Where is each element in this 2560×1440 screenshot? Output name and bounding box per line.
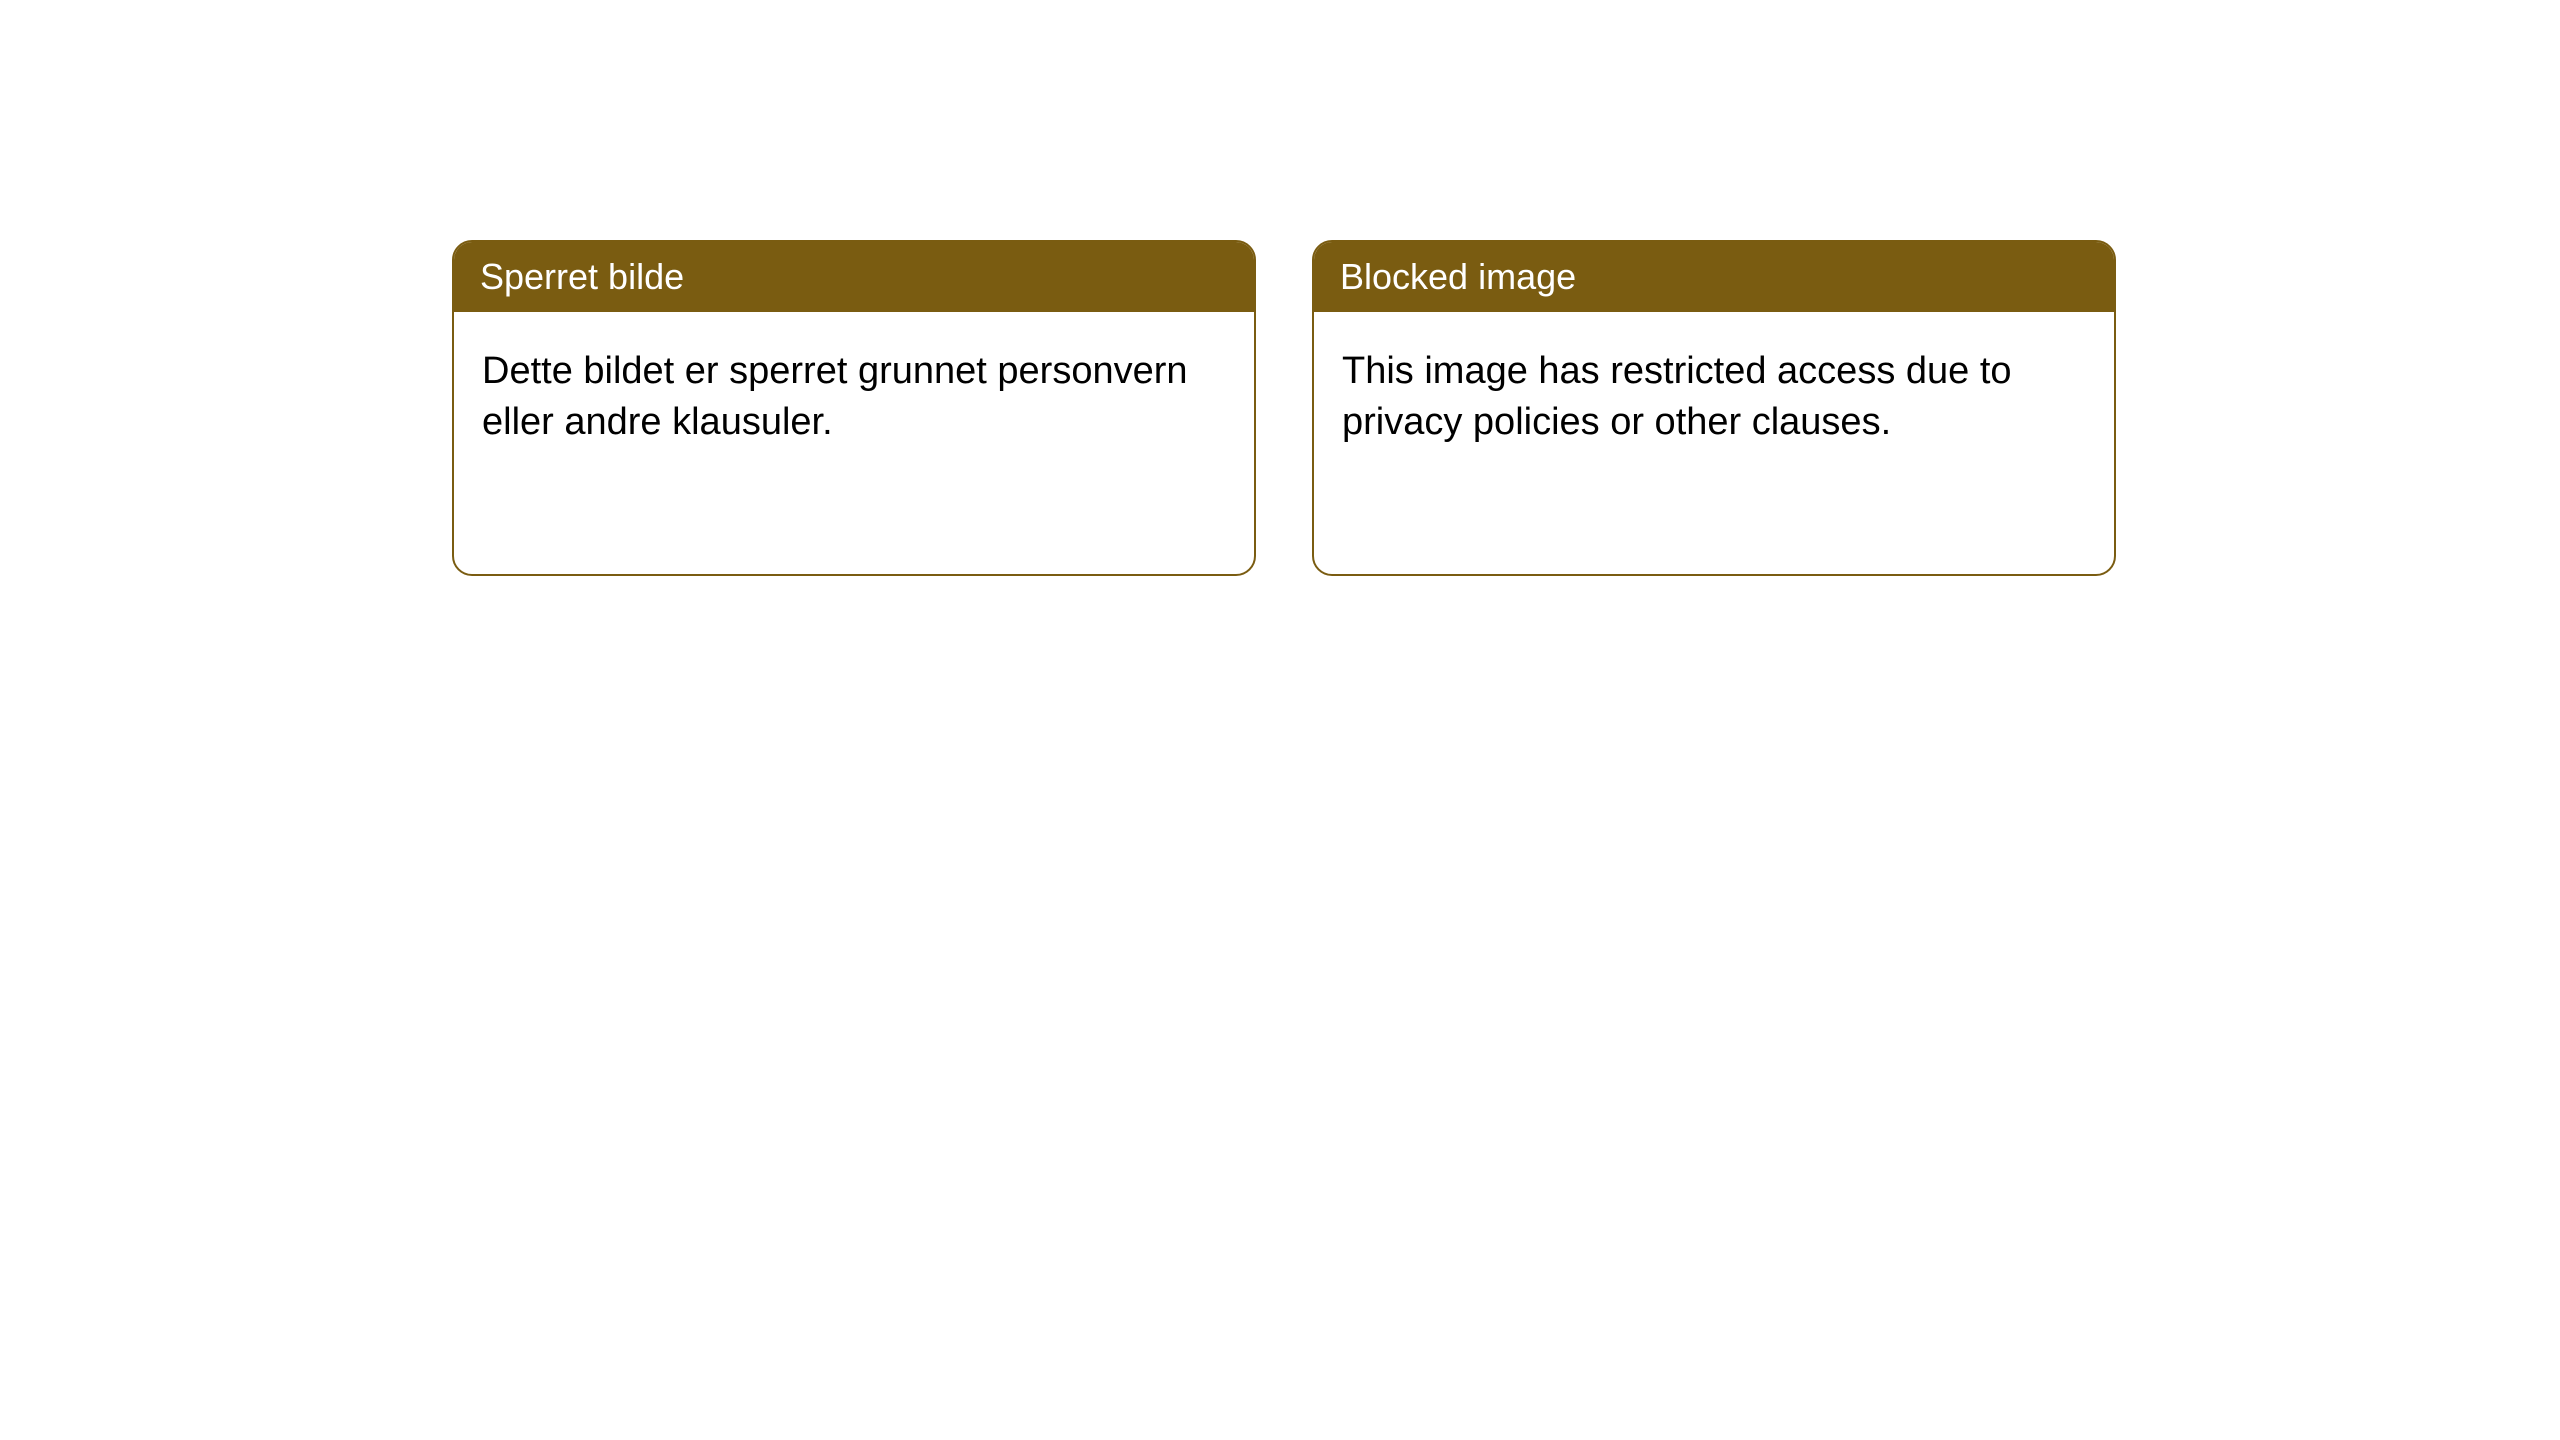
notice-title: Blocked image (1340, 256, 1576, 297)
notice-header: Sperret bilde (454, 242, 1254, 312)
notice-card-english: Blocked image This image has restricted … (1312, 240, 2116, 576)
notice-container: Sperret bilde Dette bildet er sperret gr… (0, 0, 2560, 576)
notice-body: This image has restricted access due to … (1314, 312, 2114, 483)
notice-card-norwegian: Sperret bilde Dette bildet er sperret gr… (452, 240, 1256, 576)
notice-body: Dette bildet er sperret grunnet personve… (454, 312, 1254, 483)
notice-text: Dette bildet er sperret grunnet personve… (482, 350, 1188, 443)
notice-text: This image has restricted access due to … (1342, 350, 2012, 443)
notice-header: Blocked image (1314, 242, 2114, 312)
notice-title: Sperret bilde (480, 256, 684, 297)
